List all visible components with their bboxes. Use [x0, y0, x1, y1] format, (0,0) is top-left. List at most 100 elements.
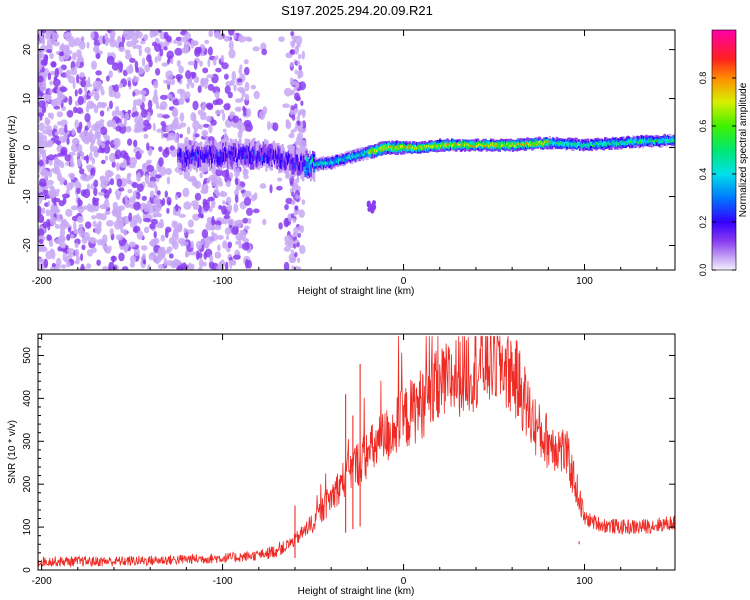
spectrogram-speckle [261, 48, 268, 56]
spectrogram-speckle [74, 242, 79, 248]
spectrogram-speckle [45, 209, 51, 217]
spectrogram-speckle [295, 194, 299, 200]
spectrogram-speckle [205, 115, 212, 123]
spectrogram-speckle [241, 91, 246, 98]
spectrogram-speckle [243, 119, 252, 128]
spectrogram-ridge-cell [188, 149, 191, 159]
spectrogram-speckle [215, 67, 222, 73]
spectrogram-speckle [197, 109, 203, 116]
spectrogram-speckle [153, 231, 157, 239]
spectrogram-speckle [289, 180, 294, 187]
spectrogram-speckle [294, 183, 299, 189]
spectrogram-speckle [56, 111, 64, 118]
spectrogram-speckle [51, 61, 57, 68]
spectrogram-speckle [116, 162, 120, 172]
spectrogram-speckle [137, 183, 144, 192]
spectrogram-ridge-cell [534, 142, 537, 145]
spectrogram-speckle [38, 112, 45, 117]
spectrogram-speckle [164, 228, 169, 239]
spectrogram-speckle [220, 54, 225, 62]
spectrogram-speckle [113, 91, 121, 99]
spectrogram-speckle [215, 98, 224, 105]
spectrogram-speckle [51, 32, 59, 40]
spectrogram-speckle [66, 137, 70, 145]
colorbar-label: Normalized spectral amplitude [738, 82, 749, 217]
spectrogram-speckle [232, 115, 240, 123]
spectrogram-speckle [149, 223, 156, 230]
spectrogram-speckle [146, 142, 150, 151]
spectrogram-speckle [59, 86, 68, 93]
spectrogram-speckle [179, 133, 183, 139]
spectrogram-speckle [239, 64, 243, 70]
spectrogram-speckle [190, 240, 194, 249]
spectrogram-speckle [88, 152, 93, 161]
spectrogram-speckle [183, 40, 190, 49]
spectrogram-ridge-cell [617, 142, 620, 145]
spectrogram-speckle [109, 39, 118, 48]
spectrogram-speckle [242, 242, 250, 251]
spectrogram-speckle [69, 161, 75, 168]
spectrogram-ridge-cell [610, 143, 613, 146]
spectrogram-speckle [120, 150, 128, 159]
spectrogram-speckle [74, 259, 80, 265]
spectrogram-speckle [221, 205, 227, 215]
spectrogram-speckle [91, 157, 96, 165]
spectrogram-ridge-cell [567, 142, 570, 147]
spectrogram-speckle [293, 226, 299, 234]
spectrogram-speckle [181, 47, 190, 52]
spectrogram-speckle [194, 192, 202, 201]
spectrogram-speckle [228, 204, 233, 213]
spectrogram-speckle [252, 208, 260, 214]
spectrogram-speckle [143, 127, 148, 132]
spectrogram-speckle [293, 126, 298, 133]
spectrogram-speckle [207, 196, 215, 202]
spectrogram-speckle [229, 259, 233, 269]
spectrogram-speckle [239, 229, 244, 237]
spectrogram-speckle [244, 93, 250, 101]
spectrogram-speckle [222, 112, 226, 122]
spectrogram-speckle [128, 241, 136, 248]
spectrogram-speckle [82, 188, 91, 199]
x-tick-label: -200 [32, 576, 52, 587]
spectrogram-speckle [192, 40, 198, 47]
spectrogram-speckle [208, 124, 213, 134]
spectrogram-speckle [136, 172, 142, 183]
spectrogram-speckle [285, 197, 293, 205]
spectrogram-speckle [46, 49, 53, 54]
spectrogram-speckle [141, 94, 146, 103]
spectrogram-speckle [291, 42, 295, 49]
colorbar-tick-label: 0.2 [698, 216, 708, 229]
spectrogram-speckle [108, 70, 113, 78]
spectrogram-speckle [198, 124, 203, 130]
spectrogram-speckle [68, 95, 73, 106]
spectrogram-speckle [135, 67, 139, 73]
spectrogram-speckle [191, 71, 197, 79]
spectrogram-speckle [132, 91, 136, 97]
spectrogram-speckle [155, 68, 161, 76]
spectrogram-speckle [225, 196, 232, 205]
spectrogram-speckle [245, 258, 249, 269]
spectrogram-ridge-cell [226, 153, 229, 159]
spectrogram-speckle [164, 147, 169, 155]
spectrogram-speckle [201, 78, 209, 83]
spectrogram-speckle [45, 141, 53, 148]
spectrogram-ridge-cell [188, 155, 191, 169]
spectrogram-speckle [234, 106, 241, 112]
spectrogram-ridge-cell [661, 138, 664, 143]
spectrogram-speckle [59, 180, 64, 186]
spectrogram-ridge-cell [245, 145, 248, 154]
spectrogram-speckle [70, 205, 79, 211]
spectrogram-speckle [187, 219, 194, 228]
spectrogram-speckle [71, 128, 76, 136]
spectrogram-speckle [246, 37, 253, 42]
spectrogram-speckle [122, 215, 131, 225]
spectrogram-speckle [229, 172, 234, 179]
spectrogram-speckle [84, 221, 92, 229]
spectrogram-speckle [237, 236, 245, 241]
spectrogram-speckle [192, 100, 199, 111]
spectrogram-speckle [183, 227, 187, 233]
spectrogram-speckle [140, 40, 146, 45]
spectrogram-ridge-cell [585, 144, 588, 147]
spectrogram-speckle [120, 112, 124, 120]
spectrogram-speckle [99, 110, 105, 117]
